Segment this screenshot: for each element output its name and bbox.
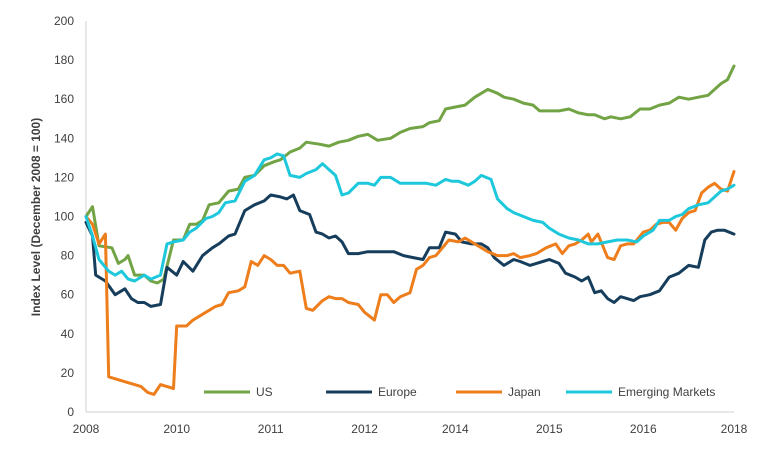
y-tick-label: 120 [54,170,74,184]
x-tick-label: 2008 [73,422,100,436]
legend-label: Japan [508,385,541,399]
y-tick-label: 20 [61,366,75,380]
series-line-emerging-markets [84,152,736,283]
y-tick-label: 140 [54,131,74,145]
y-axis-ticks: 0 20 40 60 80 100 120 140 160 180 200 [54,14,74,419]
y-tick-label: 180 [54,53,74,67]
x-tick-label: 2011 [258,422,284,436]
x-tick-label: 2014 [442,422,469,436]
y-tick-label: 200 [54,14,74,28]
x-axis-ticks: 2008 2010 2011 2012 2014 2015 2016 2018 [73,422,748,436]
series-line-japan [84,170,736,396]
x-tick-label: 2015 [536,422,563,436]
y-tick-label: 40 [61,327,75,341]
x-tick-label: 2012 [351,422,378,436]
series-line-europe [84,193,736,308]
y-tick-label: 0 [67,405,74,419]
series-line-us [84,64,736,285]
legend: US Europe Japan Emerging Markets [204,385,715,399]
y-tick-label: 160 [54,92,74,106]
legend-label: Emerging Markets [618,385,715,399]
x-tick-label: 2016 [630,422,657,436]
y-tick-label: 100 [54,210,74,224]
y-tick-label: 80 [61,249,75,263]
x-tick-label: 2010 [163,422,190,436]
y-tick-label: 60 [61,288,75,302]
x-tick-label: 2018 [721,422,748,436]
legend-label: US [256,385,273,399]
y-axis-title: Index Level (December 2008 = 100) [29,118,43,316]
legend-label: Europe [378,385,417,399]
series-lines [84,64,736,396]
